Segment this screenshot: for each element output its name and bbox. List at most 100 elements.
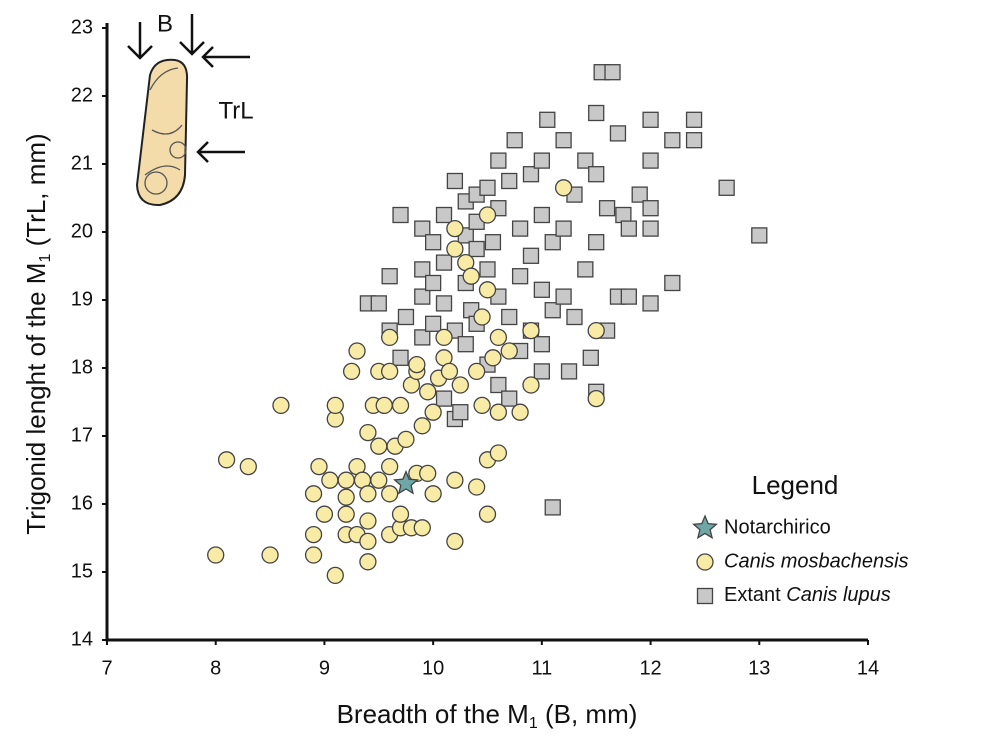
circle-marker — [337, 488, 355, 506]
circle-marker — [500, 342, 518, 360]
square-marker — [435, 390, 453, 407]
square-marker — [533, 336, 551, 353]
circle-marker — [489, 444, 508, 462]
circle-marker — [397, 430, 415, 449]
circle-marker — [304, 525, 323, 544]
square-marker — [620, 288, 637, 305]
x-tick-label: 10 — [422, 657, 444, 679]
square-marker — [588, 166, 605, 183]
legend-label: Canis mosbachensis — [724, 550, 909, 572]
circle-marker — [451, 376, 469, 394]
square-marker — [414, 261, 431, 278]
square-marker — [685, 111, 703, 128]
circle-marker — [321, 471, 339, 489]
y-tick-label: 16 — [71, 492, 93, 514]
circle-marker — [359, 553, 377, 571]
circle-marker — [446, 532, 464, 551]
circle-marker — [413, 519, 431, 537]
circle-marker — [315, 505, 334, 523]
square-marker — [642, 295, 659, 312]
square-marker — [544, 302, 561, 319]
square-marker — [560, 363, 578, 380]
square-marker — [664, 274, 681, 292]
circle-marker — [375, 396, 393, 415]
square-marker — [435, 206, 453, 224]
square-marker — [511, 220, 529, 237]
circle-marker — [370, 437, 388, 455]
square-marker — [577, 152, 594, 169]
star-marker — [691, 514, 719, 540]
square-marker — [642, 111, 659, 128]
y-tick-label: 23 — [71, 16, 93, 38]
circle-marker — [462, 267, 480, 285]
circle-marker — [446, 219, 464, 238]
circle-marker — [359, 423, 377, 442]
square-marker — [468, 240, 485, 258]
square-marker — [751, 227, 768, 244]
circle-marker — [391, 505, 410, 523]
square-marker — [566, 308, 583, 326]
square-marker — [490, 152, 507, 169]
square-marker — [577, 261, 594, 278]
circle-marker — [326, 566, 344, 585]
circle-marker — [467, 362, 486, 381]
circle-marker — [473, 308, 491, 326]
square-marker — [533, 281, 551, 298]
square-marker — [544, 234, 561, 251]
circle-marker — [446, 471, 464, 489]
square-marker — [414, 220, 431, 237]
square-marker — [533, 363, 551, 380]
circle-marker — [484, 349, 502, 367]
circle-marker — [337, 471, 355, 489]
square-marker — [501, 308, 518, 326]
circle-marker — [587, 389, 605, 408]
circle-marker — [419, 383, 437, 401]
circle-marker — [478, 206, 497, 224]
square-marker — [642, 220, 659, 237]
square-marker — [604, 64, 621, 81]
circle-marker — [370, 471, 388, 489]
circle-marker — [696, 553, 714, 571]
x-tick-label: 8 — [210, 657, 221, 679]
circle-marker — [304, 485, 323, 503]
y-axis-title: Trigonid lenght of the M1 (TrL, mm) — [21, 133, 54, 534]
square-marker — [555, 288, 572, 305]
circle-marker — [522, 376, 540, 394]
circle-marker — [207, 546, 225, 564]
square-marker — [370, 295, 387, 312]
circle-marker — [478, 505, 497, 523]
square-marker — [511, 268, 529, 285]
legend-label: Extant Canis lupus — [724, 584, 891, 606]
y-tick-label: 17 — [71, 424, 93, 446]
y-tick-label: 19 — [71, 288, 93, 310]
square-marker — [479, 179, 496, 196]
circle-marker — [310, 457, 328, 476]
circle-marker — [326, 396, 344, 415]
circle-marker — [424, 403, 442, 421]
square-marker — [539, 111, 556, 128]
square-marker — [555, 132, 572, 149]
circle-marker — [359, 532, 377, 551]
x-axis-title: Breadth of the M1 (B, mm) — [337, 699, 638, 732]
y-tick-label: 20 — [71, 220, 93, 242]
square-marker — [609, 125, 627, 142]
x-tick-label: 14 — [857, 657, 879, 679]
circle-marker — [217, 451, 236, 469]
circle-marker — [424, 485, 442, 503]
square-marker — [533, 206, 551, 224]
x-tick-label: 9 — [319, 657, 330, 679]
circle-marker — [381, 362, 399, 381]
square-marker — [522, 166, 540, 183]
square-marker — [544, 499, 561, 516]
square-marker — [631, 186, 648, 203]
circle-marker — [446, 240, 464, 258]
square-marker — [642, 152, 659, 169]
square-marker — [685, 132, 703, 149]
circle-marker — [489, 403, 508, 421]
circle-marker — [435, 328, 453, 347]
square-marker — [484, 234, 502, 251]
circle-marker — [381, 457, 399, 476]
square-marker — [506, 132, 523, 149]
square-marker — [588, 234, 605, 251]
